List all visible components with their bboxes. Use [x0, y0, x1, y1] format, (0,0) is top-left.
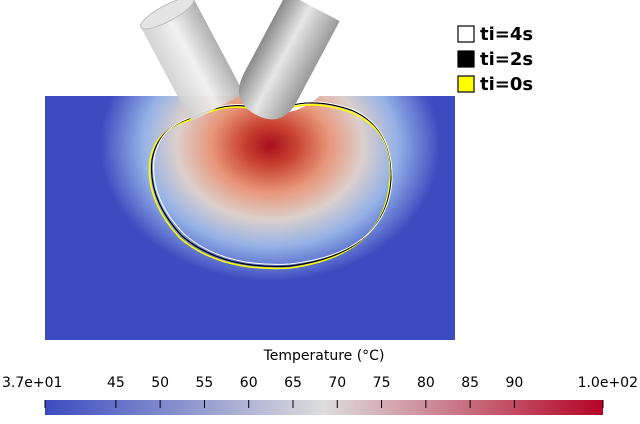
colorbar-title: Temperature (°C) [263, 348, 385, 364]
legend-swatch [458, 76, 474, 92]
tick-label: 85 [461, 375, 479, 391]
tick-label: 60 [240, 375, 258, 391]
tick-label: 55 [196, 375, 214, 391]
visualization: ti=4s ti=2s ti=0s Temperature (°C) 3.7e+01… [0, 0, 640, 424]
legend-label: ti=4s [480, 24, 533, 45]
legend-swatch [458, 26, 474, 42]
legend: ti=4s ti=2s ti=0s [458, 24, 533, 95]
tick-label: 80 [417, 375, 435, 391]
tick-label: 50 [151, 375, 169, 391]
tick-label: 45 [107, 375, 125, 391]
tick-label: 3.7e+01 [2, 375, 62, 391]
tick-label: 1.0e+02 [578, 375, 638, 391]
legend-label: ti=2s [480, 49, 533, 70]
legend-label: ti=0s [480, 74, 533, 95]
tick-label: 90 [506, 375, 524, 391]
colorbar [45, 400, 603, 415]
tick-label: 75 [373, 375, 391, 391]
tick-label: 65 [284, 375, 302, 391]
tick-label: 70 [328, 375, 346, 391]
legend-swatch [458, 51, 474, 67]
temperature-field [45, 96, 455, 340]
